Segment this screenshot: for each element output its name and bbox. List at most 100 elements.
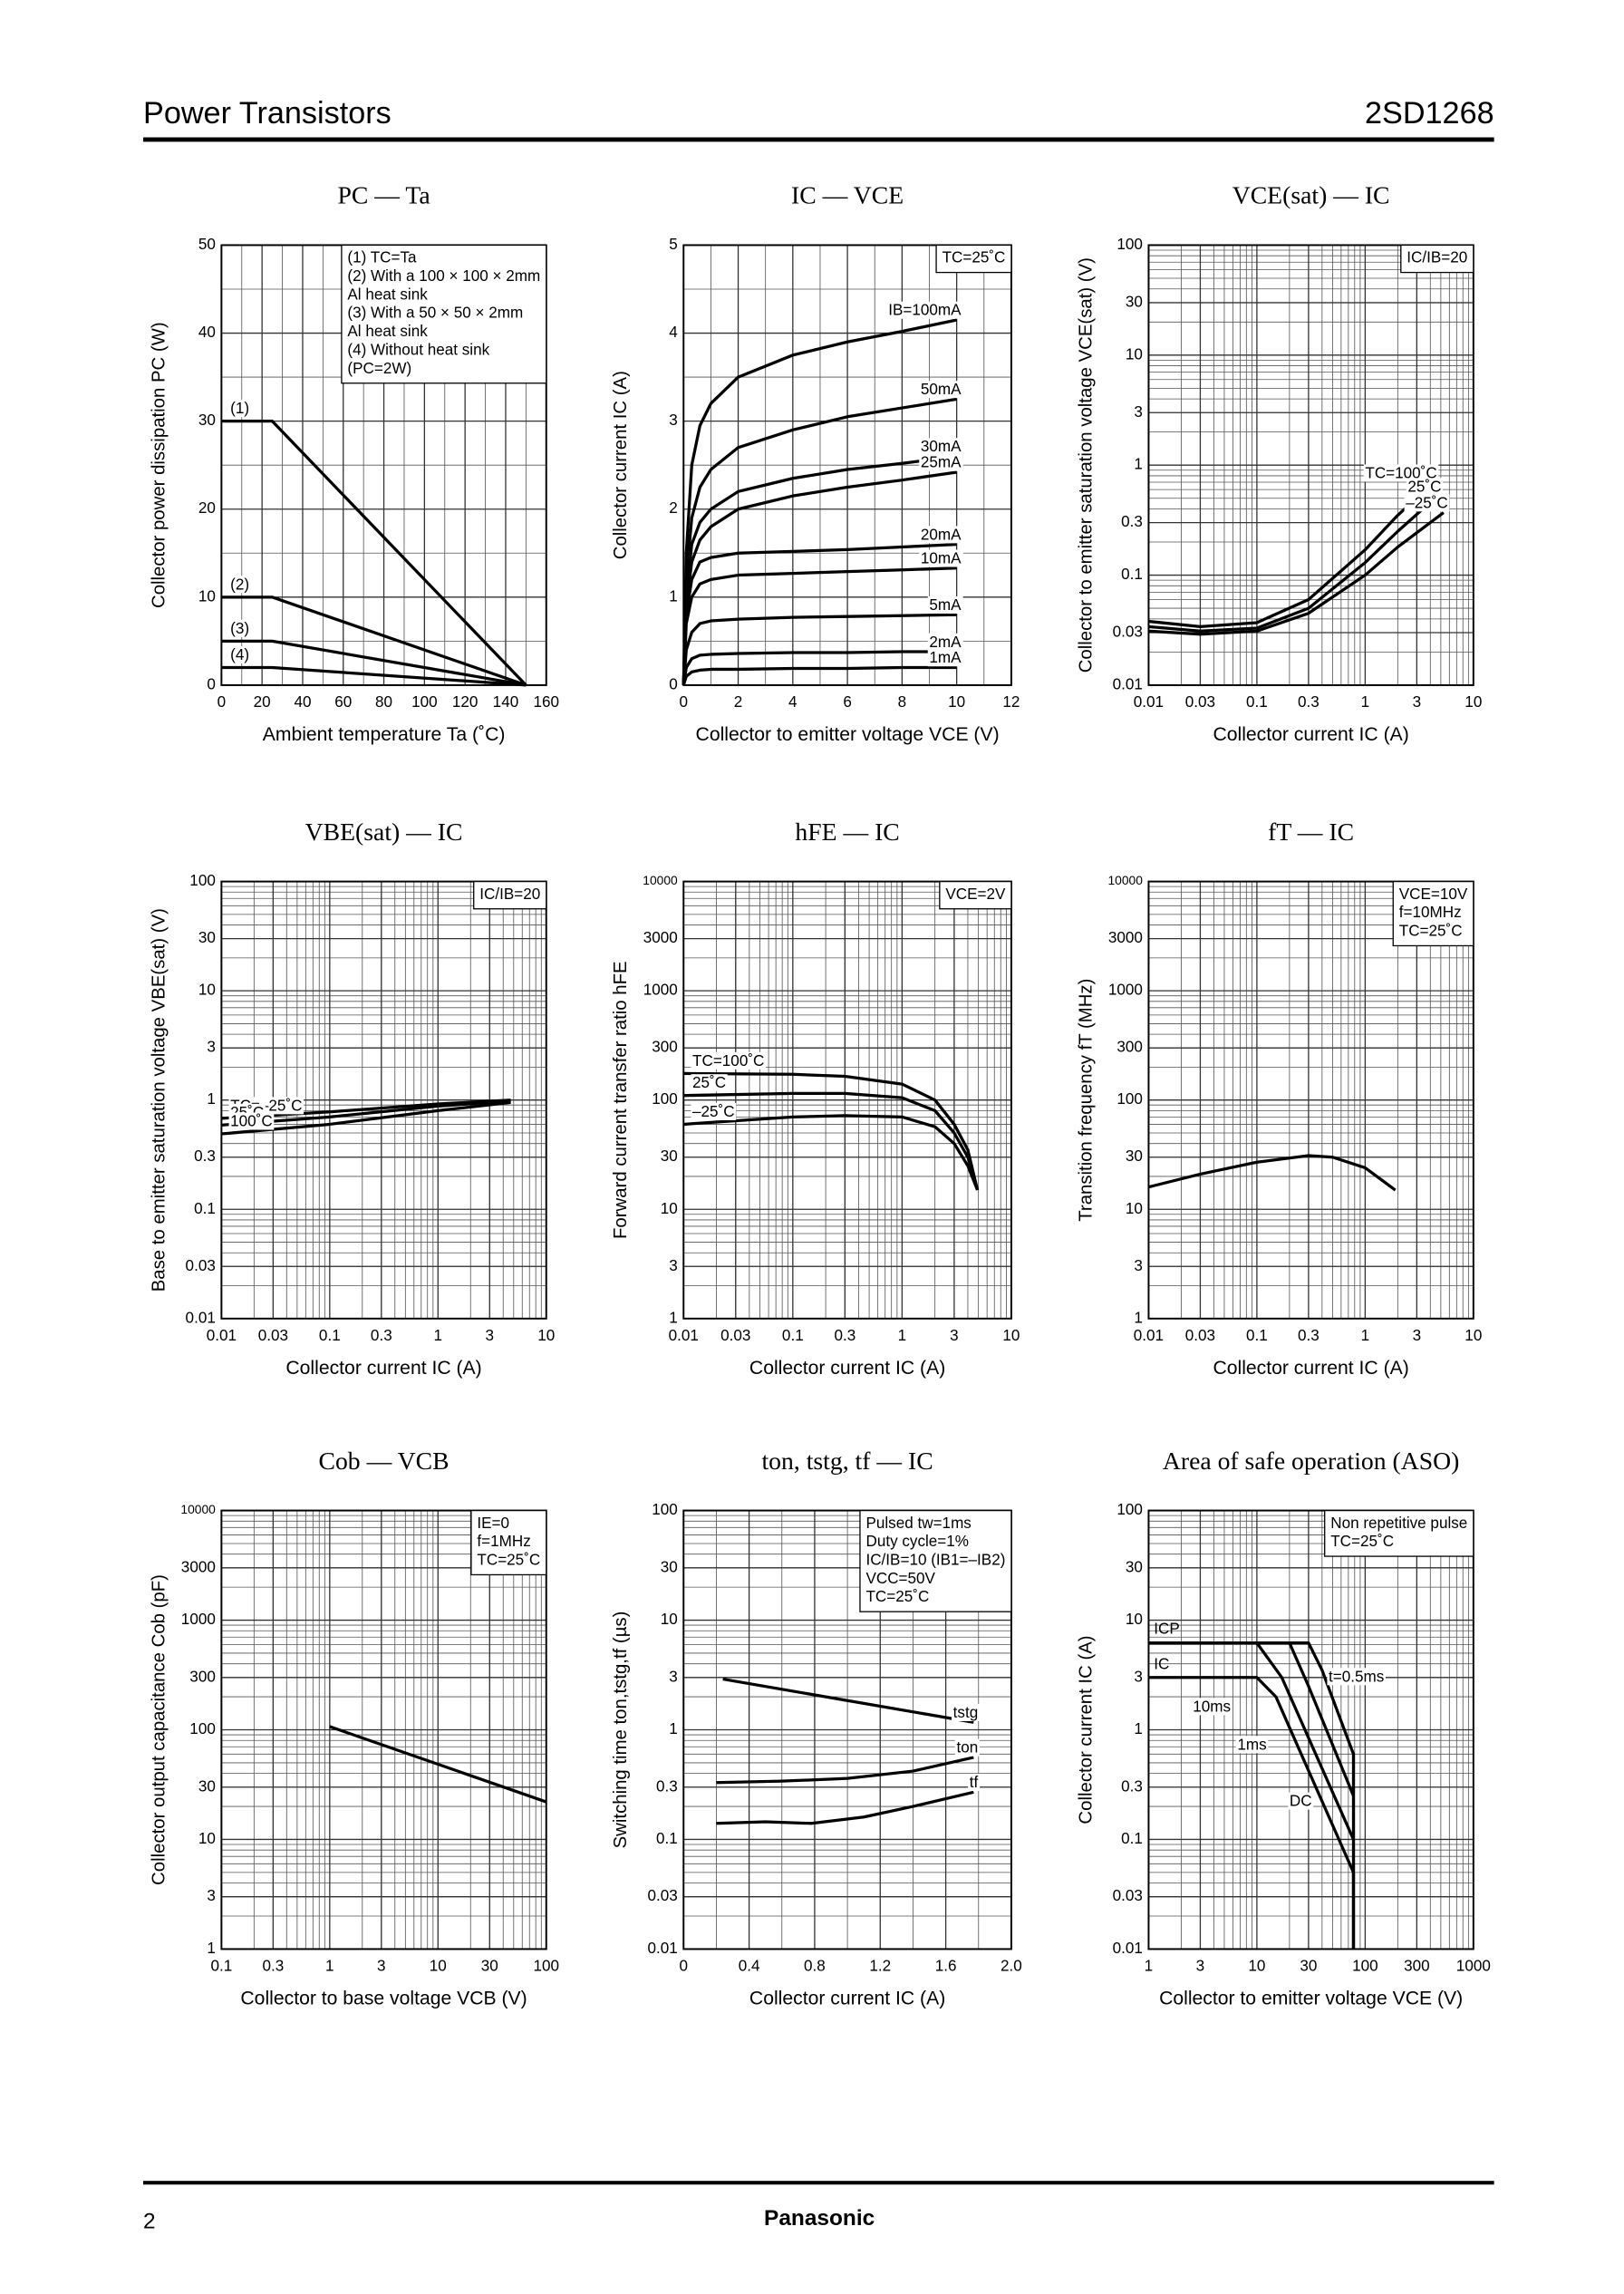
series-line: [682, 318, 957, 685]
y-tick-label: 10: [661, 1611, 678, 1628]
note-box: [935, 244, 1012, 274]
x-tick-label: 10: [948, 693, 965, 711]
y-tick-label: 3000: [643, 929, 678, 946]
series-line: [221, 1099, 511, 1120]
x-tick-label: 10: [537, 1327, 555, 1344]
chart-title: PC — Ta: [337, 181, 430, 209]
x-tick-label: 0.1: [210, 1957, 232, 1974]
note-line: VCE=10V: [1399, 886, 1468, 903]
y-tick-label: 0.1: [1121, 566, 1143, 583]
x-tick-label: 0.03: [258, 1327, 288, 1344]
y-tick-label: 10: [1126, 1611, 1143, 1628]
y-tick-label: 30: [198, 1777, 216, 1795]
note-line: TC=25˚C: [1330, 1533, 1394, 1550]
note-line: f=1MHz: [477, 1533, 530, 1550]
x-tick-label: 1: [1145, 1957, 1154, 1974]
footer-rule: [143, 2181, 1494, 2185]
note-line: TC=25˚C: [865, 1588, 929, 1605]
chart: ton, tstg, tf — IC 0 0.4 0.8 1.2 1.6 2.0 0.01 0.…: [611, 1447, 1022, 2009]
y-tick-label: 3000: [1108, 929, 1143, 946]
y-tick-label: 1: [207, 1940, 216, 1957]
x-tick-label: 6: [843, 693, 852, 711]
note-line: IC/IB=10 (IB1=–IB2): [865, 1551, 1005, 1568]
x-tick-label: 100: [411, 693, 438, 711]
y-tick-label: 4: [669, 324, 678, 341]
series-label-bg: [1404, 494, 1450, 512]
chart-title: VCE(sat) — IC: [1232, 181, 1390, 209]
y-tick-label: 100: [1116, 1501, 1143, 1518]
plot-frame: [1147, 1509, 1474, 1950]
y-tick-label: 1: [1134, 456, 1143, 473]
x-tick-label: 3: [377, 1957, 386, 1974]
series-line: [221, 1100, 511, 1136]
y-axis-label: Collector current IC (A): [611, 371, 631, 559]
note-line: IE=0: [477, 1515, 509, 1532]
series-label: tstg: [953, 1704, 979, 1721]
plot-frame: [220, 1509, 547, 1950]
series-label: –25˚C: [692, 1103, 735, 1120]
x-tick-label: 0.8: [804, 1957, 826, 1974]
series-label-bg: [1327, 1668, 1386, 1686]
series-label-bg: [1363, 464, 1439, 482]
page-number: 2: [143, 2209, 156, 2233]
header-rule: [143, 137, 1494, 142]
y-tick-label: 0.3: [194, 1147, 216, 1165]
x-tick-label: 0.3: [834, 1327, 856, 1344]
note-line: Duty cycle=1%: [865, 1533, 969, 1550]
x-tick-label: 10: [1248, 1957, 1265, 1974]
x-tick-label: 3: [486, 1327, 495, 1344]
series-label: 25˚C: [1407, 478, 1441, 495]
y-tick-label: 0: [207, 675, 216, 692]
note-box: [470, 1509, 547, 1576]
x-tick-label: 1: [1361, 1327, 1370, 1344]
x-tick-label: 60: [334, 693, 352, 711]
y-axis-label: Base to emitter saturation voltage VBE(s…: [149, 908, 169, 1292]
x-tick-label: 0: [680, 1957, 689, 1974]
y-tick-label: 100: [1116, 236, 1143, 253]
series-label: TC=100˚C: [692, 1052, 764, 1070]
x-tick-label: 1: [898, 1327, 907, 1344]
note-line: Pulsed tw=1ms: [865, 1515, 971, 1532]
series-line: [221, 595, 527, 687]
x-tick-label: 1.2: [869, 1957, 891, 1974]
x-tick-label: 160: [533, 693, 559, 711]
annotation: IC: [1154, 1656, 1169, 1673]
series-label-bg: [919, 549, 963, 567]
series-label: 100˚C: [230, 1113, 273, 1130]
series-label: 50mA: [921, 381, 962, 398]
note-line: f=10MHz: [1399, 904, 1462, 921]
x-tick-label: 1: [1361, 693, 1370, 711]
x-tick-label: 0.4: [739, 1957, 760, 1974]
series-label: (4): [230, 646, 249, 663]
y-tick-label: 2: [669, 499, 678, 517]
y-tick-label: 30: [1126, 1147, 1143, 1165]
x-tick-label: 0.03: [720, 1327, 750, 1344]
note-box: [1392, 880, 1474, 947]
x-axis-label: Ambient temperature Ta (˚C): [263, 724, 506, 745]
series-label: IB=100mA: [888, 302, 962, 319]
x-tick-label: 10: [430, 1957, 447, 1974]
series-line: [329, 1725, 547, 1804]
series-line: [682, 650, 957, 686]
x-tick-label: 0.01: [207, 1327, 237, 1344]
series-line: [716, 1756, 974, 1785]
note-box: [1324, 1509, 1474, 1557]
y-tick-label: 10: [198, 587, 216, 605]
note-line: TC=25˚C: [942, 249, 1006, 266]
series-label: 10mA: [921, 550, 962, 567]
note-box: [1400, 244, 1474, 274]
note-box: [473, 880, 547, 910]
y-tick-label: 10: [661, 1200, 678, 1217]
series-line: [682, 566, 957, 685]
y-tick-label: 1: [1134, 1309, 1143, 1326]
series-label-bg: [919, 453, 963, 471]
x-tick-label: 8: [898, 693, 907, 711]
annotation: ICP: [1154, 1620, 1180, 1637]
x-tick-label: 0.3: [1298, 1327, 1320, 1344]
y-tick-label: 10: [1126, 345, 1143, 363]
note-line: (3) With a 50 × 50 × 2mm: [347, 305, 523, 322]
series-label: (2): [230, 576, 249, 593]
y-tick-label: 20: [198, 499, 216, 517]
